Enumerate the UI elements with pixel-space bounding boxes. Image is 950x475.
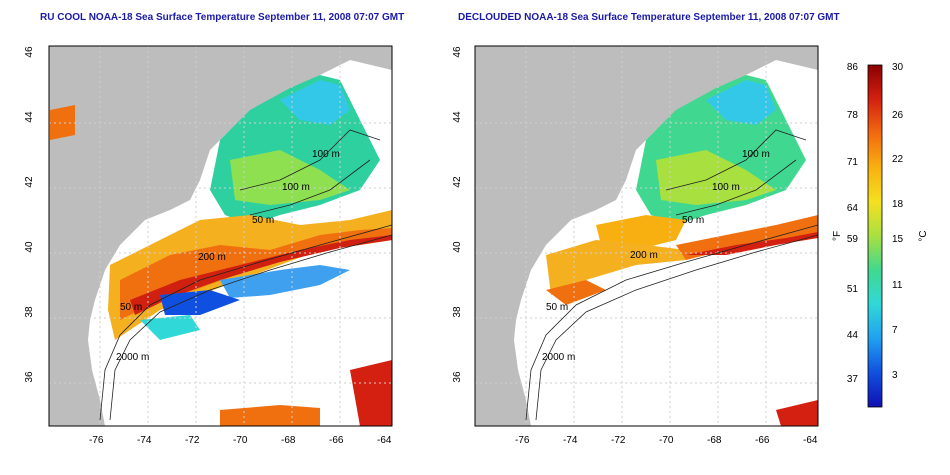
lat-tick: 38 [452, 306, 463, 318]
c-tick: 18 [892, 199, 904, 210]
c-tick: 15 [892, 234, 904, 245]
celsius-unit: °C [918, 230, 929, 241]
fahrenheit-unit: °F [832, 231, 843, 241]
lat-tick: 46 [452, 46, 463, 58]
lat-tick: 40 [24, 241, 35, 253]
lon-tick: -68 [707, 435, 722, 446]
f-tick: 71 [847, 157, 859, 168]
left-map: 100 m 100 m 50 m 200 m 50 m 2000 m -76 -… [24, 45, 393, 446]
contour-label: 100 m [742, 149, 770, 160]
lat-tick: 40 [452, 241, 463, 253]
contour-label: 100 m [282, 182, 310, 193]
f-tick: 37 [847, 374, 859, 385]
c-tick: 26 [892, 110, 904, 121]
lat-tick: 46 [24, 46, 35, 58]
contour-label: 100 m [712, 182, 740, 193]
contour-label: 100 m [312, 149, 340, 160]
lat-tick: 38 [24, 306, 35, 318]
lon-tick: -66 [755, 435, 770, 446]
lat-tick: 42 [24, 176, 35, 188]
contour-label: 2000 m [542, 352, 575, 363]
lon-tick: -74 [137, 435, 152, 446]
c-tick: 30 [892, 62, 904, 73]
lat-tick: 42 [452, 176, 463, 188]
lon-tick: -66 [329, 435, 344, 446]
c-tick: 11 [892, 280, 903, 291]
lat-tick: 36 [452, 371, 463, 383]
land-mass [49, 46, 392, 426]
lat-tick: 36 [24, 371, 35, 383]
contour-label: 50 m [252, 215, 274, 226]
c-tick: 22 [892, 154, 904, 165]
c-tick: 3 [892, 370, 898, 381]
lon-tick: -64 [377, 435, 392, 446]
right-map-title: DECLOUDED NOAA-18 Sea Surface Temperatur… [458, 12, 840, 23]
contour-label: 50 m [546, 302, 568, 313]
contour-label: 2000 m [116, 352, 149, 363]
colorbar: 86 78 71 64 59 51 44 37 30 26 22 18 15 1… [832, 62, 929, 408]
lon-tick: -70 [659, 435, 674, 446]
contour-label: 200 m [198, 252, 226, 263]
lon-tick: -76 [515, 435, 530, 446]
lon-tick: -76 [89, 435, 104, 446]
lat-tick: 44 [452, 111, 463, 123]
contour-label: 50 m [682, 215, 704, 226]
lon-tick: -74 [563, 435, 578, 446]
f-tick: 64 [847, 203, 859, 214]
c-tick: 7 [892, 325, 898, 336]
f-tick: 78 [847, 110, 859, 121]
f-tick: 86 [847, 62, 859, 73]
f-tick: 59 [847, 234, 859, 245]
colorbar-gradient [867, 64, 883, 408]
land-mass [475, 46, 818, 426]
lon-tick: -68 [281, 435, 296, 446]
f-tick: 51 [847, 284, 859, 295]
f-tick: 44 [847, 330, 859, 341]
lon-tick: -70 [233, 435, 248, 446]
left-map-title: RU COOL NOAA-18 Sea Surface Temperature … [40, 12, 405, 23]
lat-tick: 44 [24, 111, 35, 123]
lon-tick: -72 [611, 435, 626, 446]
lon-tick: -64 [803, 435, 818, 446]
right-map: 100 m 100 m 50 m 200 m 50 m 2000 m -76 -… [452, 45, 819, 446]
lon-tick: -72 [185, 435, 200, 446]
contour-label: 200 m [630, 250, 658, 261]
contour-label: 50 m [120, 302, 142, 313]
